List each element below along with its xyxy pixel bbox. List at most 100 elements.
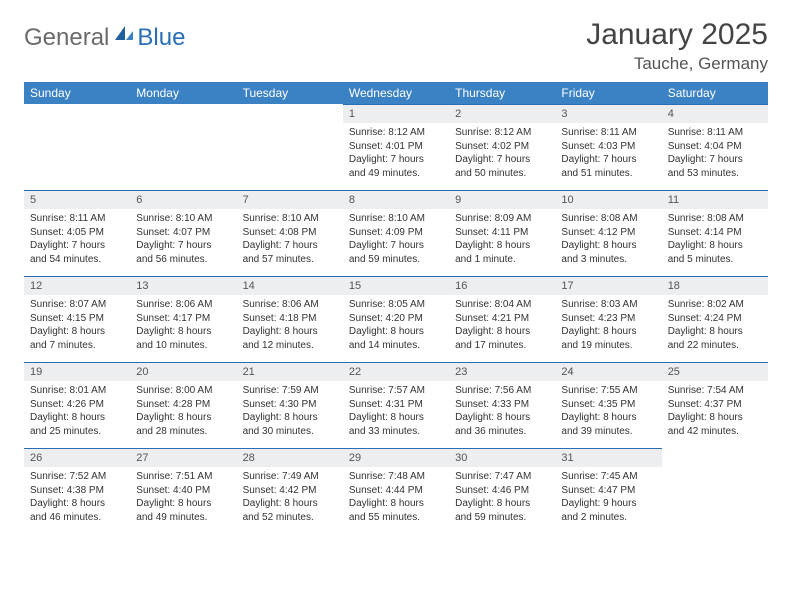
weekday-header: Tuesday	[237, 82, 343, 104]
day-number: 13	[130, 276, 236, 295]
calendar-cell: 10Sunrise: 8:08 AMSunset: 4:12 PMDayligh…	[555, 190, 661, 276]
day-details: Sunrise: 7:55 AMSunset: 4:35 PMDaylight:…	[555, 381, 661, 442]
header: General Blue January 2025 Tauche, German…	[24, 18, 768, 74]
calendar-row: 12Sunrise: 8:07 AMSunset: 4:15 PMDayligh…	[24, 276, 768, 362]
day-number: 22	[343, 362, 449, 381]
day-number: 27	[130, 448, 236, 467]
calendar-row: 5Sunrise: 8:11 AMSunset: 4:05 PMDaylight…	[24, 190, 768, 276]
day-details: Sunrise: 7:59 AMSunset: 4:30 PMDaylight:…	[237, 381, 343, 442]
day-details: Sunrise: 8:08 AMSunset: 4:12 PMDaylight:…	[555, 209, 661, 270]
day-details: Sunrise: 7:52 AMSunset: 4:38 PMDaylight:…	[24, 467, 130, 528]
calendar-cell: 6Sunrise: 8:10 AMSunset: 4:07 PMDaylight…	[130, 190, 236, 276]
day-number: 23	[449, 362, 555, 381]
day-details: Sunrise: 7:56 AMSunset: 4:33 PMDaylight:…	[449, 381, 555, 442]
day-number: 17	[555, 276, 661, 295]
day-details: Sunrise: 8:02 AMSunset: 4:24 PMDaylight:…	[662, 295, 768, 356]
calendar-cell: 30Sunrise: 7:47 AMSunset: 4:46 PMDayligh…	[449, 448, 555, 534]
weekday-header-row: SundayMondayTuesdayWednesdayThursdayFrid…	[24, 82, 768, 104]
day-details: Sunrise: 8:11 AMSunset: 4:03 PMDaylight:…	[555, 123, 661, 184]
day-number: 4	[662, 104, 768, 123]
day-details: Sunrise: 8:12 AMSunset: 4:02 PMDaylight:…	[449, 123, 555, 184]
day-number: 2	[449, 104, 555, 123]
day-details: Sunrise: 8:11 AMSunset: 4:04 PMDaylight:…	[662, 123, 768, 184]
calendar-cell: 1Sunrise: 8:12 AMSunset: 4:01 PMDaylight…	[343, 104, 449, 190]
day-details: Sunrise: 8:01 AMSunset: 4:26 PMDaylight:…	[24, 381, 130, 442]
calendar-cell: 25Sunrise: 7:54 AMSunset: 4:37 PMDayligh…	[662, 362, 768, 448]
calendar-row: 26Sunrise: 7:52 AMSunset: 4:38 PMDayligh…	[24, 448, 768, 534]
day-number: 16	[449, 276, 555, 295]
calendar-cell: 5Sunrise: 8:11 AMSunset: 4:05 PMDaylight…	[24, 190, 130, 276]
calendar-row: 19Sunrise: 8:01 AMSunset: 4:26 PMDayligh…	[24, 362, 768, 448]
weekday-header: Monday	[130, 82, 236, 104]
day-details: Sunrise: 7:49 AMSunset: 4:42 PMDaylight:…	[237, 467, 343, 528]
day-number: 1	[343, 104, 449, 123]
day-details: Sunrise: 7:51 AMSunset: 4:40 PMDaylight:…	[130, 467, 236, 528]
calendar-cell: 17Sunrise: 8:03 AMSunset: 4:23 PMDayligh…	[555, 276, 661, 362]
calendar-cell: 18Sunrise: 8:02 AMSunset: 4:24 PMDayligh…	[662, 276, 768, 362]
day-details: Sunrise: 7:47 AMSunset: 4:46 PMDaylight:…	[449, 467, 555, 528]
day-details: Sunrise: 8:12 AMSunset: 4:01 PMDaylight:…	[343, 123, 449, 184]
day-number: 7	[237, 190, 343, 209]
day-number: 21	[237, 362, 343, 381]
day-number: 31	[555, 448, 661, 467]
day-number: 30	[449, 448, 555, 467]
day-number: 19	[24, 362, 130, 381]
calendar-cell: 15Sunrise: 8:05 AMSunset: 4:20 PMDayligh…	[343, 276, 449, 362]
day-details: Sunrise: 8:10 AMSunset: 4:08 PMDaylight:…	[237, 209, 343, 270]
calendar-body: 1Sunrise: 8:12 AMSunset: 4:01 PMDaylight…	[24, 104, 768, 534]
day-number: 25	[662, 362, 768, 381]
weekday-header: Wednesday	[343, 82, 449, 104]
day-details: Sunrise: 8:00 AMSunset: 4:28 PMDaylight:…	[130, 381, 236, 442]
day-details: Sunrise: 7:54 AMSunset: 4:37 PMDaylight:…	[662, 381, 768, 442]
calendar-cell: 14Sunrise: 8:06 AMSunset: 4:18 PMDayligh…	[237, 276, 343, 362]
calendar-cell: 29Sunrise: 7:48 AMSunset: 4:44 PMDayligh…	[343, 448, 449, 534]
day-number: 24	[555, 362, 661, 381]
calendar-cell: 21Sunrise: 7:59 AMSunset: 4:30 PMDayligh…	[237, 362, 343, 448]
calendar-cell: 27Sunrise: 7:51 AMSunset: 4:40 PMDayligh…	[130, 448, 236, 534]
day-details: Sunrise: 8:07 AMSunset: 4:15 PMDaylight:…	[24, 295, 130, 356]
calendar-cell: 19Sunrise: 8:01 AMSunset: 4:26 PMDayligh…	[24, 362, 130, 448]
day-number: 6	[130, 190, 236, 209]
brand-part2: Blue	[137, 24, 185, 52]
calendar-cell	[662, 448, 768, 534]
calendar-cell: 12Sunrise: 8:07 AMSunset: 4:15 PMDayligh…	[24, 276, 130, 362]
day-details: Sunrise: 8:03 AMSunset: 4:23 PMDaylight:…	[555, 295, 661, 356]
calendar-cell: 28Sunrise: 7:49 AMSunset: 4:42 PMDayligh…	[237, 448, 343, 534]
calendar-cell: 23Sunrise: 7:56 AMSunset: 4:33 PMDayligh…	[449, 362, 555, 448]
day-details: Sunrise: 8:05 AMSunset: 4:20 PMDaylight:…	[343, 295, 449, 356]
calendar-cell: 7Sunrise: 8:10 AMSunset: 4:08 PMDaylight…	[237, 190, 343, 276]
calendar-cell: 16Sunrise: 8:04 AMSunset: 4:21 PMDayligh…	[449, 276, 555, 362]
day-details: Sunrise: 8:10 AMSunset: 4:09 PMDaylight:…	[343, 209, 449, 270]
day-details: Sunrise: 8:06 AMSunset: 4:18 PMDaylight:…	[237, 295, 343, 356]
calendar-cell: 3Sunrise: 8:11 AMSunset: 4:03 PMDaylight…	[555, 104, 661, 190]
day-number: 11	[662, 190, 768, 209]
day-details: Sunrise: 8:09 AMSunset: 4:11 PMDaylight:…	[449, 209, 555, 270]
calendar-cell: 2Sunrise: 8:12 AMSunset: 4:02 PMDaylight…	[449, 104, 555, 190]
calendar-cell: 9Sunrise: 8:09 AMSunset: 4:11 PMDaylight…	[449, 190, 555, 276]
day-number: 26	[24, 448, 130, 467]
calendar-cell: 11Sunrise: 8:08 AMSunset: 4:14 PMDayligh…	[662, 190, 768, 276]
calendar-cell: 31Sunrise: 7:45 AMSunset: 4:47 PMDayligh…	[555, 448, 661, 534]
day-number: 9	[449, 190, 555, 209]
day-details: Sunrise: 7:45 AMSunset: 4:47 PMDaylight:…	[555, 467, 661, 528]
day-number: 29	[343, 448, 449, 467]
calendar-cell: 20Sunrise: 8:00 AMSunset: 4:28 PMDayligh…	[130, 362, 236, 448]
day-number: 14	[237, 276, 343, 295]
calendar-cell: 24Sunrise: 7:55 AMSunset: 4:35 PMDayligh…	[555, 362, 661, 448]
calendar-row: 1Sunrise: 8:12 AMSunset: 4:01 PMDaylight…	[24, 104, 768, 190]
day-details: Sunrise: 8:04 AMSunset: 4:21 PMDaylight:…	[449, 295, 555, 356]
day-number: 5	[24, 190, 130, 209]
calendar-cell: 8Sunrise: 8:10 AMSunset: 4:09 PMDaylight…	[343, 190, 449, 276]
page-title: January 2025	[586, 18, 768, 52]
calendar-cell	[24, 104, 130, 190]
weekday-header: Thursday	[449, 82, 555, 104]
day-number: 12	[24, 276, 130, 295]
day-details: Sunrise: 7:48 AMSunset: 4:44 PMDaylight:…	[343, 467, 449, 528]
brand-part1: General	[24, 24, 109, 52]
day-details: Sunrise: 8:10 AMSunset: 4:07 PMDaylight:…	[130, 209, 236, 270]
sail-icon	[113, 24, 135, 49]
day-number: 20	[130, 362, 236, 381]
day-number: 15	[343, 276, 449, 295]
day-details: Sunrise: 8:11 AMSunset: 4:05 PMDaylight:…	[24, 209, 130, 270]
location-label: Tauche, Germany	[586, 54, 768, 74]
